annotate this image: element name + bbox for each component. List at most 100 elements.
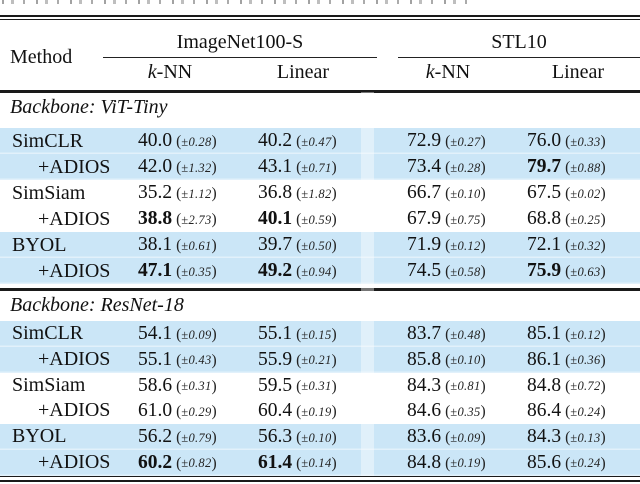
pm-open-paren: ( [445,159,451,176]
pm-open-paren: ( [296,454,302,472]
method-cell: BYOL [12,234,67,256]
value-number: 66.7 [407,182,442,203]
pm-value: ±0.50 [301,238,332,253]
section-title-resnet-18: Backbone: ResNet-18 [10,294,184,316]
pm-value: ±0.63 [570,264,601,279]
std-dev: (±0.10) [296,429,337,446]
value-cell: 83.6 (±0.09) [407,424,486,452]
value-number: 86.1 [527,348,562,370]
value-cell: 68.8 (±0.25) [527,206,606,233]
value-cell: 85.6 (±0.24) [527,450,606,478]
value-number: 61.0 [138,400,173,422]
pm-open-paren: ( [445,351,451,369]
pm-open-paren: ( [176,159,182,176]
pm-open-paren: ( [445,185,451,202]
value-number: 75.9 [527,260,562,281]
value-cell: 36.8 (±1.82) [258,180,337,207]
pm-open-paren: ( [445,237,451,254]
value-number: 35.2 [138,182,173,203]
pm-close-paren: ) [600,377,606,395]
value-cell: 56.2 (±0.79) [138,424,217,452]
value-number: 72.1 [527,234,562,255]
pm-value: ±0.13 [570,430,601,445]
value-number: 72.9 [407,130,442,151]
pm-close-paren: ) [480,403,486,421]
value-number: 36.8 [258,182,293,203]
pm-close-paren: ) [211,403,217,421]
pm-open-paren: ( [176,377,182,395]
std-dev: (±0.79) [176,429,217,446]
pm-close-paren: ) [211,133,217,150]
pm-close-paren: ) [211,185,217,202]
value-number: 49.2 [258,260,293,281]
value-number: 86.4 [527,400,562,422]
std-dev: (±0.21) [296,352,337,369]
pm-close-paren: ) [331,454,337,472]
value-number: 40.1 [258,208,293,229]
value-cell: 74.5 (±0.58) [407,258,486,285]
pm-value: ±0.79 [181,430,212,445]
value-number: 56.2 [138,426,173,448]
table-row: SimCLR 54.1 (±0.09) 55.1 (±0.15) 83.7 (±0.4… [0,321,640,347]
std-dev: (±0.09) [176,326,217,343]
pm-open-paren: ( [445,133,451,150]
pm-open-paren: ( [445,263,451,280]
std-dev: (±0.63) [565,263,606,280]
std-dev: (±0.58) [445,263,486,280]
value-cell: 86.1 (±0.36) [527,347,606,375]
pm-value: ±0.27 [450,134,481,149]
pm-close-paren: ) [211,326,217,343]
pm-value: ±0.19 [301,404,332,419]
value-number: 61.4 [258,451,293,473]
value-number: 60.2 [138,451,173,473]
value-number: 84.6 [407,400,442,422]
method-cell: +ADIOS [38,347,111,370]
pm-open-paren: ( [176,429,182,447]
section-rows-vit-tiny: SimCLR 40.0 (±0.28) 40.2 (±0.47) 72.9 (±0.2… [0,128,640,284]
pm-open-paren: ( [565,454,571,472]
std-dev: (±0.36) [565,352,606,369]
std-dev: (±0.43) [176,352,217,369]
pm-value: ±0.29 [181,404,212,419]
pm-close-paren: ) [600,211,606,228]
pm-close-paren: ) [480,133,486,150]
pm-open-paren: ( [296,377,302,395]
table-row: SimSiam 35.2 (±1.12) 36.8 (±1.82) 66.7 (±0.… [0,180,640,206]
pm-value: ±0.09 [450,430,481,445]
table-row: BYOL 38.1 (±0.61) 39.7 (±0.50) 71.9 (±0.12)… [0,232,640,258]
pm-close-paren: ) [331,429,337,447]
pm-value: ±0.31 [301,379,332,394]
pm-open-paren: ( [445,403,451,421]
method-cell: BYOL [12,425,67,448]
pm-open-paren: ( [176,403,182,421]
value-cell: 61.4 (±0.14) [258,450,337,478]
value-number: 84.8 [407,451,442,473]
value-number: 60.4 [258,400,293,422]
pm-value: ±2.73 [181,212,212,227]
pm-close-paren: ) [480,429,486,447]
pm-open-paren: ( [565,133,571,150]
pm-open-paren: ( [176,263,182,280]
std-dev: (±1.12) [176,185,217,202]
std-dev: (±0.28) [445,159,486,176]
cmidrule-imagenet100s [103,57,377,59]
value-cell: 38.8 (±2.73) [138,206,217,233]
pm-value: ±0.24 [570,456,601,471]
value-number: 55.1 [258,323,293,344]
value-number: 85.6 [527,451,562,473]
pm-close-paren: ) [480,185,486,202]
pm-close-paren: ) [600,237,606,254]
std-dev: (±0.02) [565,185,606,202]
cmidrule-stl10 [398,57,640,59]
pm-open-paren: ( [176,133,182,150]
pm-value: ±0.10 [450,353,481,368]
value-cell: 40.0 (±0.28) [138,128,217,155]
pm-open-paren: ( [176,326,182,343]
std-dev: (±0.12) [445,237,486,254]
header-bottom-rule [0,90,640,93]
std-dev: (±0.72) [565,378,606,395]
value-cell: 55.9 (±0.21) [258,347,337,375]
pm-value: ±0.24 [570,404,601,419]
value-cell: 84.8 (±0.72) [527,373,606,401]
pm-open-paren: ( [565,377,571,395]
